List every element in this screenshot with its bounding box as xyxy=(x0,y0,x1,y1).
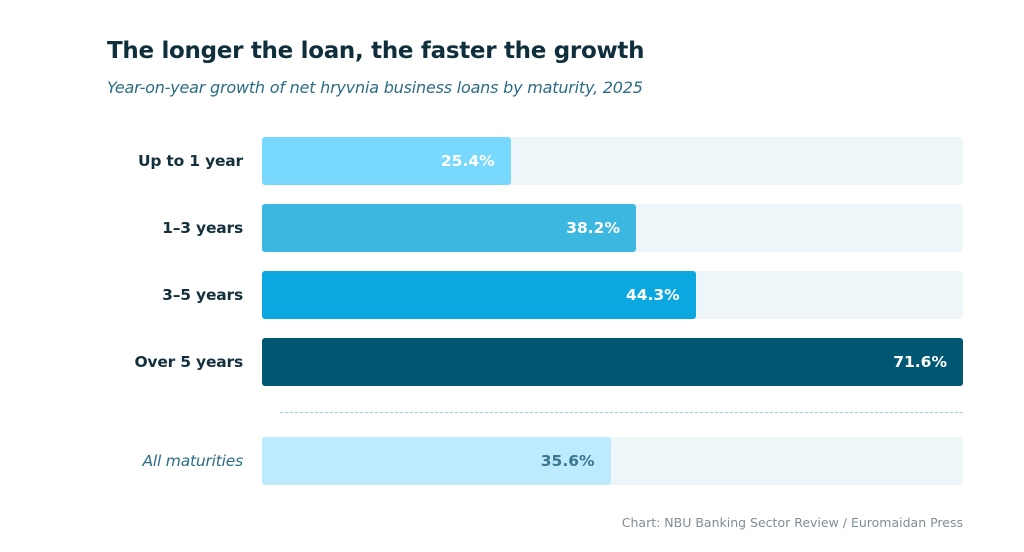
total-row: All maturities 35.6% xyxy=(0,437,1024,485)
bar-row: Up to 1 year 25.4% xyxy=(0,137,1024,185)
bar-track: 71.6% xyxy=(262,338,963,386)
data-label: 38.2% xyxy=(566,219,620,237)
bar-track: 35.6% xyxy=(262,437,963,485)
bar-row: 3–5 years 44.3% xyxy=(0,271,1024,319)
bar: 71.6% xyxy=(262,338,963,386)
category-label: Over 5 years xyxy=(134,353,243,371)
data-label: 35.6% xyxy=(540,452,595,470)
bar-track: 44.3% xyxy=(262,271,963,319)
bar: 25.4% xyxy=(262,137,511,185)
category-label: 1–3 years xyxy=(162,219,243,237)
source-note: Chart: NBU Banking Sector Review / Eurom… xyxy=(621,515,963,530)
bar-row: Over 5 years 71.6% xyxy=(0,338,1024,386)
bar-track: 25.4% xyxy=(262,137,963,185)
category-label: Up to 1 year xyxy=(137,152,243,170)
bar: 44.3% xyxy=(262,271,696,319)
divider xyxy=(280,412,963,413)
bar-row: 1–3 years 38.2% xyxy=(0,204,1024,252)
total-label: All maturities xyxy=(142,452,243,470)
bar: 38.2% xyxy=(262,204,636,252)
data-label: 71.6% xyxy=(893,353,947,371)
bar-track: 38.2% xyxy=(262,204,963,252)
data-label: 25.4% xyxy=(440,152,495,170)
chart-title: The longer the loan, the faster the grow… xyxy=(107,38,645,64)
category-label: 3–5 years xyxy=(162,286,243,304)
data-label: 44.3% xyxy=(625,286,680,304)
chart-subtitle: Year-on-year growth of net hryvnia busin… xyxy=(107,78,643,97)
bar-all-maturities: 35.6% xyxy=(262,437,611,485)
